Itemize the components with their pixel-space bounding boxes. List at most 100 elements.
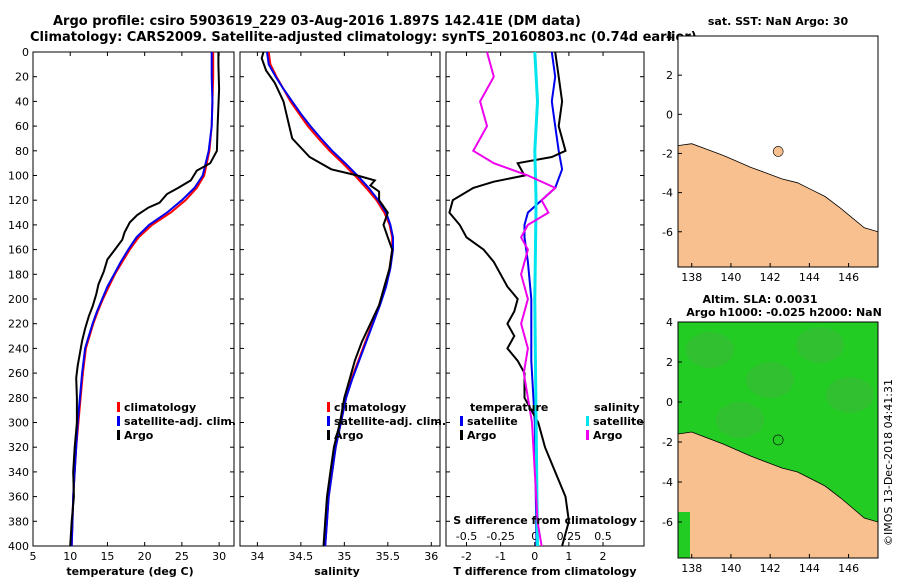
y-tick-label: 140 — [8, 219, 29, 232]
sla-map-title-2: Argo h1000: -0.025 h2000: NaN — [686, 306, 882, 319]
y-tick-label: 320 — [8, 441, 29, 454]
map-y-tick-label: 2 — [666, 69, 673, 82]
sst-map: 138 140 142 144 146 4 2 0 -2 -4 -6 — [662, 30, 879, 284]
map-y-tick-label: 0 — [666, 108, 673, 121]
map-frame — [677, 321, 879, 559]
series-line-climatology — [70, 52, 215, 547]
sla-patch — [716, 402, 764, 438]
y-tick-label: 180 — [8, 268, 29, 281]
legend-label-satellite: satellite-adj. clim. — [124, 415, 236, 428]
sla-patch — [826, 377, 874, 413]
map-x-tick-label: 146 — [838, 271, 859, 284]
y-tick-label: 60 — [15, 120, 29, 133]
map-y-tick-label: 0 — [666, 396, 673, 409]
difference-xlabel: T difference from climatology — [453, 565, 636, 578]
legend-swatch-climatology — [327, 402, 330, 412]
plot-frame — [239, 51, 441, 547]
difference-xlabel-top: S difference from climatology — [453, 514, 637, 527]
sla-patch — [686, 332, 734, 368]
temperature-legend: climatology satellite-adj. clim. Argo — [117, 401, 236, 442]
legend-label-argo: Argo — [124, 429, 154, 442]
legend-swatch-satellite — [327, 416, 330, 426]
plot-frame — [445, 51, 645, 547]
legend-label-satellite: satellite-adj. clim. — [334, 415, 446, 428]
legend-swatch-argo — [117, 430, 120, 440]
salinity-xlabel: salinity — [314, 565, 360, 578]
sla-map-title-1: Altim. SLA: 0.0031 — [702, 293, 817, 306]
map-y-tick-label: -4 — [662, 187, 673, 200]
map-x-tick-label: 138 — [681, 562, 702, 575]
legend-swatch-s-argo — [586, 430, 589, 440]
y-tick-label: 0 — [22, 46, 29, 59]
sla-patch — [746, 362, 794, 398]
legend-label-climatology: climatology — [124, 401, 196, 414]
legend-swatch-argo — [327, 430, 330, 440]
series-line-argo — [260, 51, 394, 547]
legend-label-s-argo: Argo — [593, 429, 623, 442]
x-tick-label: 5 — [30, 550, 37, 563]
sla-sea-inlet — [678, 512, 690, 558]
y-tick-label: 40 — [15, 95, 29, 108]
argo-position-marker — [772, 146, 784, 157]
map-x-tick-label: 142 — [760, 271, 781, 284]
x-tick-label: 0 — [531, 550, 538, 563]
y-tick-label: 220 — [8, 318, 29, 331]
map-y-tick-label: 2 — [666, 356, 673, 369]
series-line-t-argo — [448, 51, 570, 547]
difference-panel: -2 -1 0 1 2 -0.5 -0.25 0 0.25 0.5 — [445, 51, 645, 563]
y-tick-label: 20 — [15, 71, 29, 84]
title-line2: Climatology: CARS2009. Satellite-adjuste… — [30, 30, 697, 45]
argo-position-marker — [772, 434, 784, 446]
legend-swatch-t-argo — [460, 430, 463, 440]
sla-patch — [796, 327, 844, 363]
x-tick-label: 34 — [250, 550, 264, 563]
x-tick-label: 1 — [565, 550, 572, 563]
x-tick-label: 35.5 — [376, 550, 401, 563]
map-x-tick-label: 142 — [760, 562, 781, 575]
map-x-tick-label: 144 — [799, 271, 820, 284]
map-y-tick-label: -6 — [662, 226, 673, 239]
legend-label-argo: Argo — [334, 429, 364, 442]
y-tick-label: 200 — [8, 293, 29, 306]
map-x-tick-label: 144 — [799, 562, 820, 575]
x-tick-label: 10 — [63, 550, 77, 563]
y-tick-label: 160 — [8, 244, 29, 257]
x-tick-label: 25 — [175, 550, 189, 563]
map-x-tick-label: 138 — [681, 271, 702, 284]
y-tick-label: 240 — [8, 342, 29, 355]
x-tick-label: 36 — [424, 550, 438, 563]
map-y-tick-label: 4 — [666, 30, 673, 43]
map-y-tick-label: -2 — [662, 147, 673, 160]
x-tick-label: 35 — [337, 550, 351, 563]
legend-swatch-climatology — [117, 402, 120, 412]
y-tick-label: 400 — [8, 540, 29, 553]
difference-legend: temperature satellite Argo salinity sate… — [460, 401, 644, 442]
imos-watermark: ©IMOS 13-Dec-2018 04:41:31 — [882, 379, 895, 546]
legend-label-s-satellite: satellite — [593, 415, 644, 428]
x-tick-label-s: -0.5 — [456, 530, 477, 543]
y-tick-label: 100 — [8, 170, 29, 183]
y-tick-label: 280 — [8, 392, 29, 405]
x-tick-label-s: 0.25 — [557, 530, 582, 543]
salinity-panel: 34 34.5 35 35.5 36 — [239, 51, 441, 563]
legend-temperature-header: temperature — [470, 401, 548, 414]
series-line-s-argo — [471, 51, 558, 547]
map-x-tick-label: 146 — [838, 562, 859, 575]
x-tick-label: 15 — [100, 550, 114, 563]
y-tick-label: 120 — [8, 194, 29, 207]
x-tick-label-s: 0.5 — [594, 530, 612, 543]
series-line-argo — [69, 52, 221, 547]
x-tick-label-s: 0 — [531, 530, 538, 543]
y-tick-label: 360 — [8, 491, 29, 504]
map-y-tick-label: -6 — [662, 516, 673, 529]
plot-frame — [32, 51, 235, 547]
map-x-tick-label: 140 — [720, 271, 741, 284]
legend-swatch-t-satellite — [460, 416, 463, 426]
legend-label-climatology: climatology — [334, 401, 406, 414]
y-tick-label: 260 — [8, 367, 29, 380]
x-tick-label-s: -0.25 — [486, 530, 514, 543]
sla-map: 138 140 142 144 146 4 2 0 -2 -4 -6 — [662, 316, 879, 575]
map-y-tick-label: -4 — [662, 476, 673, 489]
x-tick-label: 30 — [212, 550, 226, 563]
